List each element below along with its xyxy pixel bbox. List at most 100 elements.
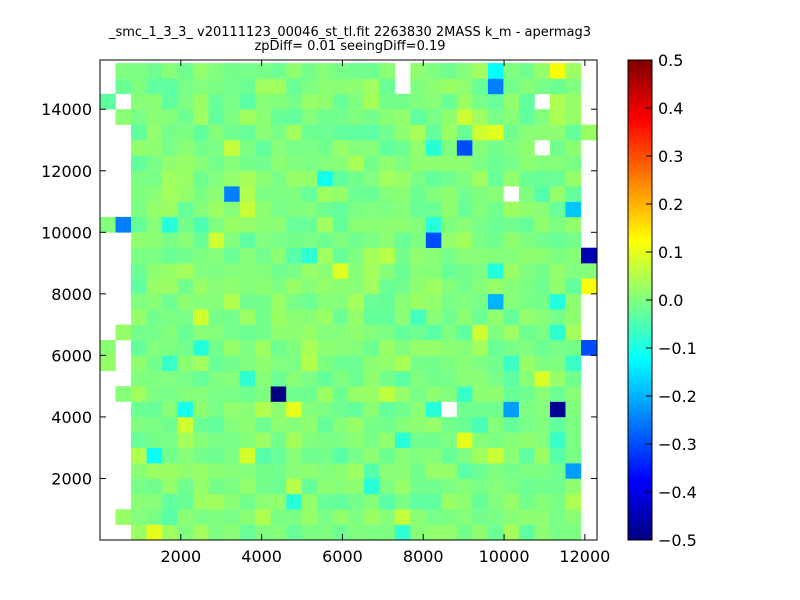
- heatmap-cell: [270, 124, 287, 141]
- heatmap-cell: [270, 186, 287, 202]
- heatmap-cell: [565, 463, 582, 479]
- heatmap-cell: [565, 124, 582, 141]
- heatmap-cell: [379, 124, 396, 141]
- heatmap-cell: [503, 63, 520, 79]
- y-tick-label: 14000: [41, 100, 92, 119]
- heatmap-cell: [270, 109, 287, 125]
- heatmap-cell: [208, 493, 225, 510]
- heatmap-cell: [565, 263, 582, 279]
- colorbar-segment: [628, 208, 652, 213]
- heatmap-cell: [208, 170, 225, 187]
- heatmap-cell: [425, 386, 442, 402]
- heatmap-cell: [301, 401, 318, 418]
- heatmap-cell: [162, 324, 178, 341]
- heatmap-cell: [208, 63, 225, 79]
- heatmap-cell: [131, 216, 147, 233]
- heatmap-cell: [224, 355, 240, 372]
- heatmap-cell: [270, 201, 287, 218]
- heatmap-cell: [239, 509, 256, 525]
- heatmap-cell: [224, 340, 240, 356]
- heatmap-cell: [270, 386, 287, 402]
- heatmap-cell: [131, 370, 147, 387]
- heatmap-cell: [363, 170, 380, 187]
- heatmap-cell: [332, 447, 349, 464]
- heatmap-cell: [301, 416, 318, 433]
- heatmap-cell: [270, 278, 287, 295]
- heatmap-cell: [301, 93, 318, 110]
- heatmap-cell: [348, 370, 365, 387]
- heatmap-cell: [177, 386, 194, 402]
- heatmap-cell: [425, 432, 442, 448]
- heatmap-cell: [363, 432, 380, 448]
- heatmap-cell: [317, 386, 334, 402]
- heatmap-cell: [162, 293, 178, 310]
- colorbar-tick-label: 0.5: [658, 51, 683, 70]
- heatmap-cell: [472, 170, 489, 187]
- heatmap-cell: [456, 324, 473, 341]
- heatmap-cell: [456, 201, 473, 218]
- heatmap-cell: [410, 124, 427, 141]
- heatmap-cell: [317, 186, 334, 202]
- y-axis: 2000 4000 6000 8000 10000 12000 14000: [41, 100, 597, 488]
- colorbar-segment: [628, 264, 652, 269]
- heatmap-cell: [208, 278, 225, 295]
- heatmap-cell: [162, 201, 178, 218]
- heatmap-cell: [379, 447, 396, 464]
- heatmap-cell: [425, 109, 442, 125]
- heatmap-cell: [162, 524, 178, 541]
- heatmap-cell: [146, 355, 163, 372]
- heatmap-cell: [286, 201, 303, 218]
- heatmap-cell: [363, 124, 380, 141]
- heatmap-cell: [146, 386, 163, 402]
- heatmap-cell: [177, 463, 194, 479]
- heatmap-cell: [410, 416, 427, 433]
- colorbar-segment: [628, 92, 652, 97]
- heatmap-cell: [332, 232, 349, 248]
- heatmap-cell: [177, 201, 194, 218]
- heatmap-cell: [224, 293, 240, 310]
- heatmap-cell: [255, 355, 271, 372]
- heatmap-cell: [348, 340, 365, 356]
- heatmap-cell: [193, 124, 209, 141]
- heatmap-cell: [472, 309, 489, 325]
- heatmap-cell: [286, 478, 303, 495]
- heatmap-cell: [534, 278, 551, 295]
- colorbar-segment: [628, 252, 652, 257]
- colorbar-segment: [628, 272, 652, 277]
- colorbar-segment: [628, 496, 652, 501]
- heatmap-cell: [115, 324, 132, 341]
- x-tick-label: 6000: [322, 547, 363, 566]
- heatmap-cell: [472, 186, 489, 202]
- colorbar-segment: [628, 508, 652, 513]
- colorbar-segment: [628, 248, 652, 253]
- heatmap-cell: [270, 263, 287, 279]
- heatmap-cell: [146, 401, 163, 418]
- colorbar-segment: [628, 304, 652, 309]
- heatmap-cell: [131, 478, 147, 495]
- heatmap-cell: [456, 370, 473, 387]
- heatmap-cell: [208, 416, 225, 433]
- heatmap-cell: [549, 370, 566, 387]
- heatmap-cell: [177, 509, 194, 525]
- colorbar-segment: [628, 312, 652, 317]
- heatmap-cell: [487, 170, 504, 187]
- heatmap-cell: [270, 216, 287, 233]
- heatmap-cell: [487, 478, 504, 495]
- heatmap-cell: [565, 186, 582, 202]
- heatmap-cell: [255, 201, 271, 218]
- heatmap-cell: [193, 63, 209, 79]
- x-tick-label: 8000: [403, 547, 444, 566]
- heatmap-cell: [534, 340, 551, 356]
- heatmap-cell: [379, 478, 396, 495]
- heatmap-cell: [193, 370, 209, 387]
- heatmap-cell: [549, 63, 566, 79]
- heatmap-cell: [379, 186, 396, 202]
- heatmap-cell: [518, 340, 535, 356]
- heatmap-cell: [131, 416, 147, 433]
- heatmap-cell: [317, 324, 334, 341]
- heatmap-cell: [317, 401, 334, 418]
- heatmap-cell: [317, 93, 334, 110]
- heatmap-cell: [255, 140, 271, 156]
- heatmap-cell: [224, 170, 240, 187]
- heatmap-cell: [487, 247, 504, 264]
